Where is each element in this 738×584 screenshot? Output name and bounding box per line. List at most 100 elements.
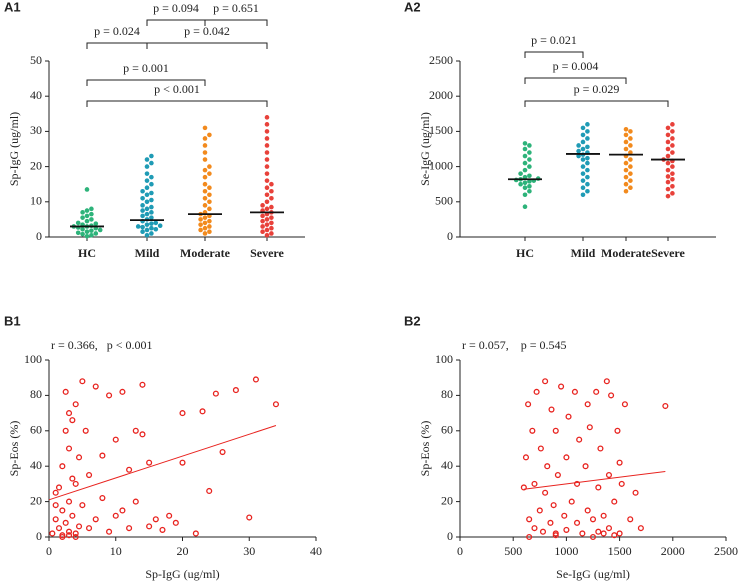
data-point: [72, 480, 79, 487]
data-point: [99, 495, 106, 502]
data-point: [665, 125, 671, 131]
data-point: [207, 218, 212, 224]
data-point: [573, 519, 581, 526]
data-point: [260, 218, 265, 224]
x-tick-label: 500: [504, 544, 522, 558]
data-point: [580, 125, 586, 131]
data-point: [561, 512, 568, 519]
data-point: [605, 471, 613, 479]
trend-line: [48, 425, 277, 501]
data-point: [202, 203, 208, 208]
data-point: [548, 406, 555, 413]
data-point: [526, 533, 533, 541]
data-point: [536, 507, 543, 514]
data-point: [202, 125, 208, 131]
x-tick-label: Moderate: [601, 246, 652, 260]
data-point: [198, 227, 203, 233]
data-point: [522, 141, 528, 146]
data-point: [628, 185, 633, 191]
data-point: [202, 174, 208, 180]
data-point: [527, 188, 532, 194]
data-point: [637, 525, 644, 532]
data-point: [75, 454, 83, 461]
data-point: [80, 215, 85, 220]
x-tick-label: HC: [516, 246, 534, 260]
data-point: [149, 190, 154, 196]
y-tick-label: 40: [441, 458, 453, 472]
data-point: [84, 187, 90, 192]
data-point: [269, 204, 274, 210]
comparison-bracket: [524, 100, 669, 107]
data-point: [69, 512, 76, 519]
data-point: [670, 176, 675, 182]
data-point: [264, 206, 270, 212]
data-point: [670, 164, 675, 169]
data-point: [207, 192, 212, 198]
y-axis-label: Sp-Eos (%): [7, 421, 21, 477]
data-point: [166, 512, 173, 519]
data-point: [269, 195, 274, 201]
data-point: [112, 436, 119, 443]
data-point: [207, 224, 212, 229]
data-point: [665, 153, 671, 159]
data-point: [632, 489, 639, 496]
data-point: [202, 150, 208, 155]
data-point: [69, 417, 76, 424]
data-point: [140, 208, 145, 213]
data-point: [522, 153, 528, 159]
data-point: [616, 459, 623, 466]
data-point: [112, 512, 119, 519]
data-point: [153, 226, 159, 232]
data-point: [628, 143, 633, 148]
data-point: [623, 146, 629, 152]
data-point: [580, 146, 586, 152]
data-point: [264, 232, 270, 238]
data-point: [52, 502, 59, 509]
data-point: [522, 185, 528, 191]
data-point: [542, 489, 549, 496]
data-point: [207, 164, 212, 169]
data-point: [527, 143, 532, 148]
data-point: [89, 228, 94, 233]
data-point: [552, 427, 559, 434]
data-point: [272, 401, 280, 408]
data-point: [585, 160, 590, 166]
data-point: [580, 157, 586, 162]
data-point: [600, 512, 607, 519]
data-point: [89, 211, 94, 217]
data-point: [126, 466, 133, 473]
data-point: [665, 146, 671, 152]
data-point: [531, 525, 538, 532]
data-point: [628, 171, 633, 176]
data-point: [670, 191, 675, 196]
data-point: [72, 533, 79, 541]
data-point: [628, 178, 633, 183]
data-point: [52, 489, 59, 496]
data-point: [207, 132, 212, 138]
data-point: [623, 167, 629, 173]
data-point: [576, 153, 581, 159]
data-point: [246, 514, 253, 521]
data-point: [219, 448, 226, 456]
p-value: p = 0.042: [184, 24, 230, 38]
data-point: [49, 530, 56, 537]
data-point: [202, 157, 208, 162]
data-point: [584, 401, 591, 408]
data-point: [576, 148, 581, 154]
data-point: [616, 530, 623, 537]
data-point: [260, 229, 265, 235]
data-point: [106, 392, 113, 399]
data-point: [206, 487, 213, 495]
data-point: [665, 174, 671, 179]
data-point: [82, 427, 89, 434]
data-point: [670, 129, 675, 134]
data-point: [554, 471, 561, 479]
data-point: [264, 192, 270, 198]
data-point: [106, 528, 113, 535]
data-point: [565, 413, 572, 420]
x-tick-label: 40: [310, 544, 322, 558]
data-point: [670, 184, 675, 189]
p-value: p = 0.024: [94, 24, 140, 38]
comparison-bracket: [524, 51, 584, 58]
data-point: [149, 181, 154, 187]
